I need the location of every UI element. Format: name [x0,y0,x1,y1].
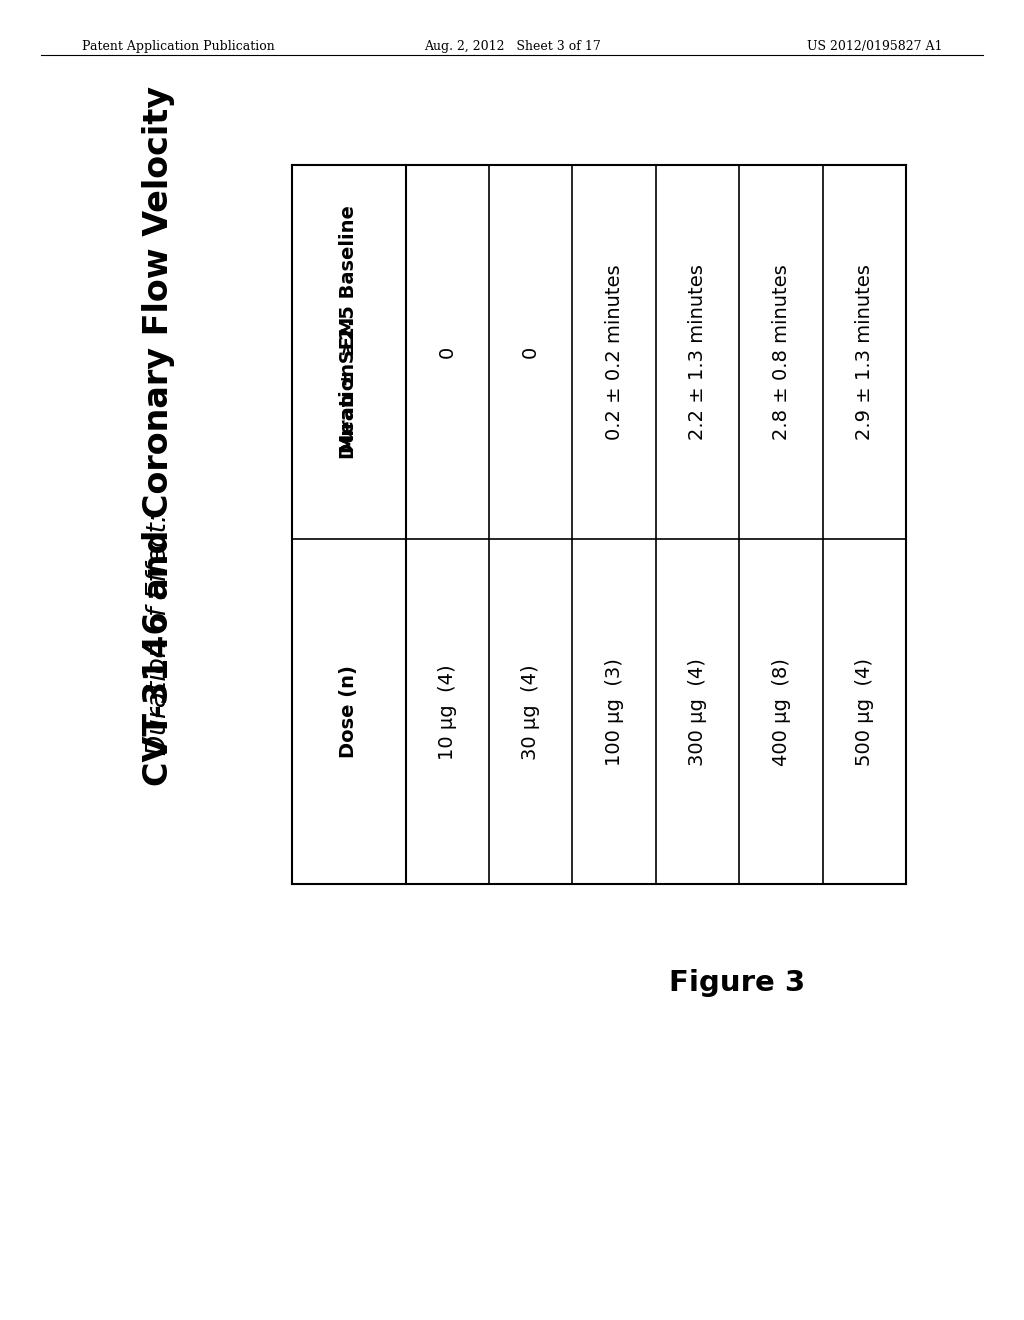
Text: 0.2 ± 0.2 minutes: 0.2 ± 0.2 minutes [604,264,624,440]
Text: 2.8 ± 0.8 minutes: 2.8 ± 0.8 minutes [771,264,791,440]
Text: US 2012/0195827 A1: US 2012/0195827 A1 [807,40,942,53]
Text: 0: 0 [437,346,457,358]
Text: Figure 3: Figure 3 [669,969,806,998]
Text: 10 μg  (4): 10 μg (4) [437,664,457,759]
Text: 2.9 ± 1.3 minutes: 2.9 ± 1.3 minutes [855,264,874,440]
Text: 30 μg  (4): 30 μg (4) [521,664,541,759]
Text: Mean ± SEM: Mean ± SEM [339,317,358,453]
Text: 400 μg  (8): 400 μg (8) [771,657,791,766]
Text: 2.2 ± 1.3 minutes: 2.2 ± 1.3 minutes [688,264,708,440]
Text: Aug. 2, 2012   Sheet 3 of 17: Aug. 2, 2012 Sheet 3 of 17 [424,40,600,53]
Text: Duration of Effect:: Duration of Effect: [145,512,172,755]
Text: Dose (n): Dose (n) [339,665,358,758]
Text: 300 μg  (4): 300 μg (4) [688,657,708,766]
Text: 100 μg  (3): 100 μg (3) [604,657,624,766]
Text: CVT-3146 and Coronary Flow Velocity: CVT-3146 and Coronary Flow Velocity [142,86,175,785]
Text: 500 μg  (4): 500 μg (4) [855,657,874,766]
Text: 0: 0 [521,346,541,358]
Text: Duration ≥2.5 Baseline: Duration ≥2.5 Baseline [339,206,358,459]
Text: Patent Application Publication: Patent Application Publication [82,40,274,53]
